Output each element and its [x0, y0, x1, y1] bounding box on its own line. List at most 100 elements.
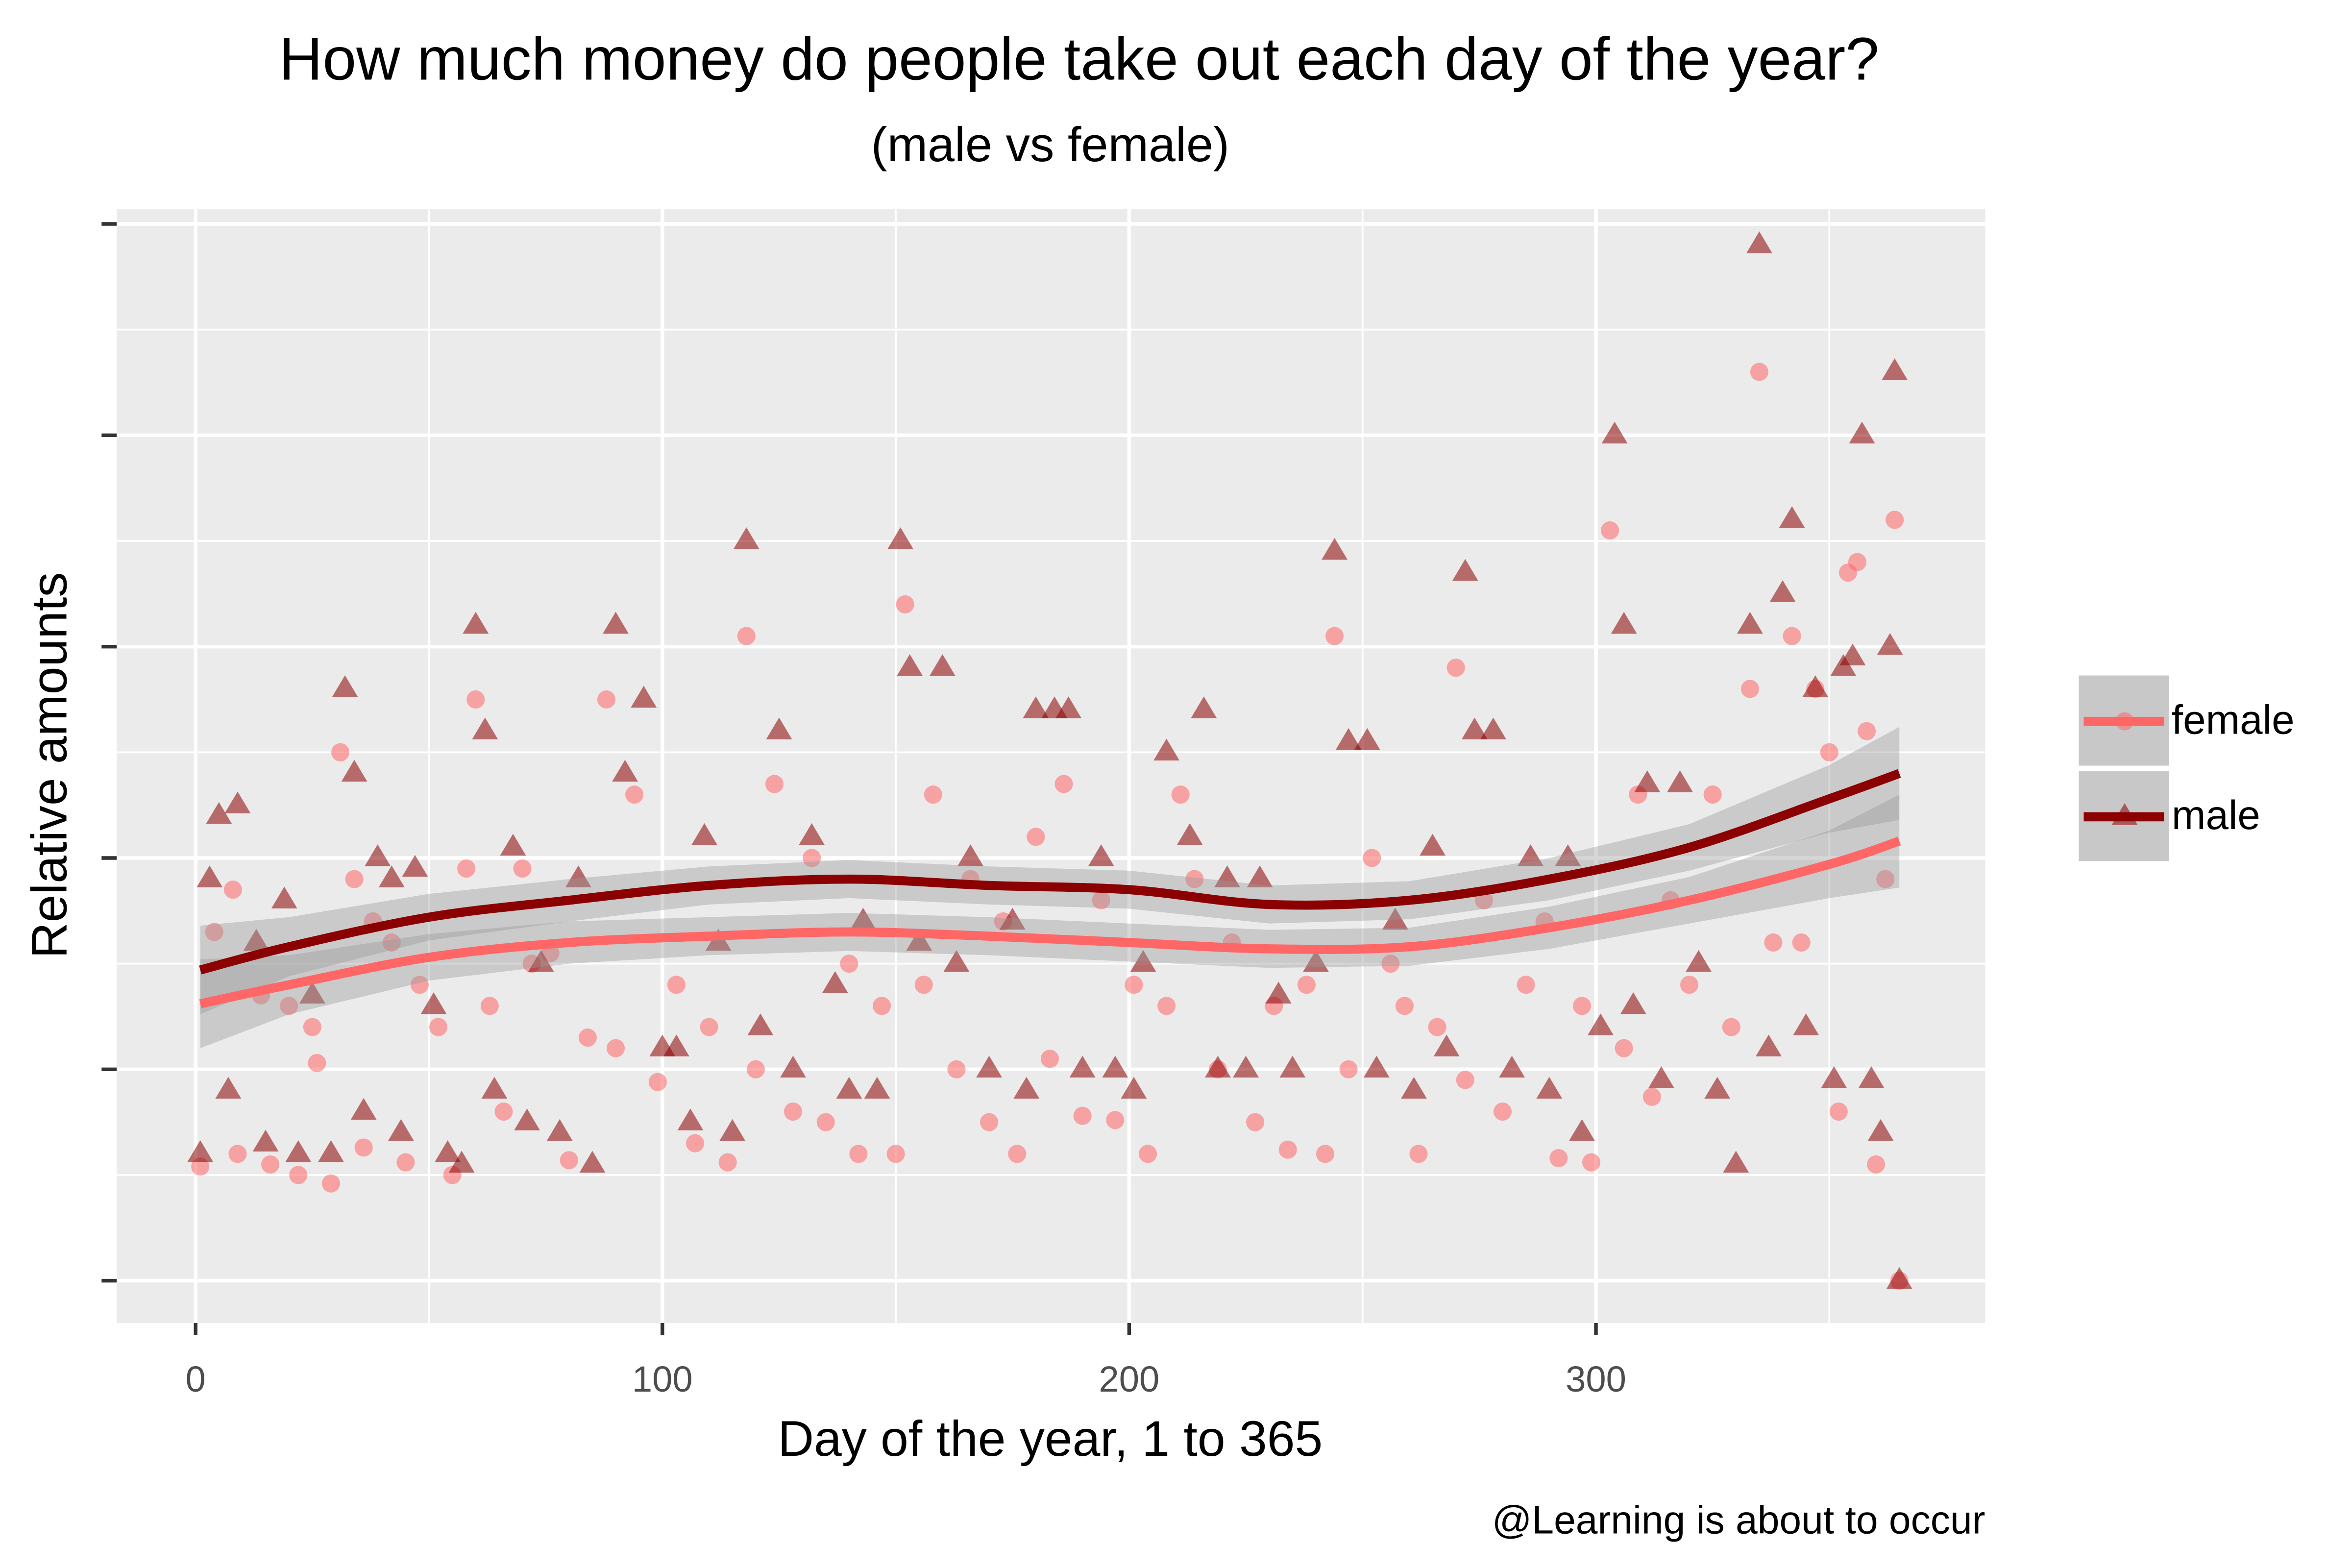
data-point: [1088, 844, 1114, 866]
data-point: [1588, 1013, 1614, 1035]
data-point: [365, 844, 391, 866]
data-point: [1821, 1066, 1847, 1088]
data-point: [1420, 833, 1446, 856]
data-point: [737, 627, 756, 645]
data-point: [1882, 358, 1908, 380]
data-point: [457, 859, 476, 878]
data-point: [896, 595, 914, 613]
data-point: [1518, 844, 1544, 866]
data-point: [331, 743, 350, 761]
data-point: [1849, 421, 1875, 444]
data-point: [1829, 1102, 1848, 1121]
data-point: [378, 865, 405, 887]
data-point: [1279, 1055, 1306, 1078]
data-point: [435, 1140, 461, 1162]
data-point: [481, 1077, 508, 1099]
x-tick-label: 200: [1099, 1359, 1159, 1399]
data-point: [480, 997, 499, 1015]
legend: female male: [2076, 673, 2295, 864]
data-point: [1611, 612, 1637, 634]
data-point: [1839, 643, 1866, 665]
data-point: [350, 1098, 377, 1120]
data-point: [354, 1138, 373, 1157]
data-point: [803, 849, 821, 867]
chart-subtitle: (male vs female): [871, 117, 1229, 172]
data-point: [780, 1055, 806, 1078]
data-point: [1153, 738, 1180, 761]
data-point: [766, 717, 792, 739]
data-point: [606, 1039, 625, 1057]
data-point: [1793, 1013, 1819, 1035]
data-point: [1171, 785, 1190, 804]
data-point: [429, 1018, 448, 1036]
data-point: [1157, 997, 1176, 1015]
data-point: [1023, 696, 1049, 718]
data-point: [1783, 627, 1801, 645]
data-point: [1848, 553, 1867, 571]
data-point: [897, 654, 923, 676]
data-point: [1027, 828, 1045, 846]
data-point: [463, 612, 489, 634]
data-point: [1722, 1018, 1740, 1036]
data-point: [765, 775, 784, 793]
data-point: [799, 823, 825, 845]
data-point: [686, 1134, 705, 1152]
data-point: [1499, 1055, 1525, 1078]
data-point: [1008, 1145, 1027, 1163]
data-point: [332, 675, 358, 697]
data-point: [1381, 955, 1400, 973]
data-point: [1322, 538, 1348, 560]
data-point: [318, 1140, 344, 1162]
x-tick-label: 100: [632, 1359, 693, 1399]
data-point: [252, 1129, 279, 1152]
legend-marker: [2115, 712, 2134, 731]
data-point: [410, 976, 429, 994]
data-point: [1428, 1018, 1446, 1036]
data-point: [1125, 976, 1143, 994]
data-point: [1297, 976, 1316, 994]
data-point: [546, 1119, 573, 1141]
data-point: [1265, 981, 1292, 1004]
data-point: [999, 907, 1026, 930]
x-tick-label: 0: [186, 1359, 206, 1399]
data-point: [494, 1102, 513, 1121]
data-point: [1247, 865, 1273, 887]
data-point: [1461, 717, 1488, 739]
data-point: [677, 1108, 704, 1130]
data-point: [1779, 506, 1805, 528]
data-point: [1886, 511, 1904, 529]
data-point: [345, 870, 364, 888]
data-point: [1680, 976, 1699, 994]
data-point: [1204, 1055, 1231, 1078]
data-point: [1121, 1077, 1147, 1099]
data-point: [1876, 870, 1895, 888]
data-point: [1214, 865, 1240, 887]
data-point: [850, 907, 876, 930]
data-point: [579, 1151, 606, 1173]
data-point: [924, 785, 942, 804]
data-point: [1339, 1060, 1358, 1078]
data-point: [1572, 997, 1591, 1015]
data-point: [528, 950, 554, 972]
data-point: [1069, 1055, 1096, 1078]
data-point: [1857, 722, 1876, 740]
data-point: [1054, 775, 1073, 793]
data-point: [1750, 363, 1768, 381]
data-point: [887, 527, 914, 549]
data-point: [321, 1174, 341, 1193]
data-point: [1278, 1140, 1297, 1159]
data-point: [1325, 627, 1344, 645]
data-point: [1867, 1155, 1886, 1174]
data-point: [303, 1018, 321, 1036]
data-point: [1601, 521, 1619, 539]
data-point: [1102, 1055, 1128, 1078]
legend-label: female: [2172, 696, 2295, 742]
plot-panel: [117, 209, 1985, 1323]
data-point: [1703, 785, 1722, 804]
data-point: [1013, 1077, 1040, 1099]
smooth-line: [199, 769, 1901, 975]
data-point: [747, 1013, 774, 1035]
confidence-band: [200, 727, 1900, 1015]
